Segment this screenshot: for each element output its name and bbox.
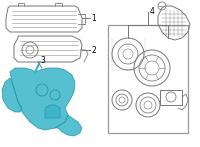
- Polygon shape: [2, 78, 22, 112]
- Text: 2: 2: [91, 46, 96, 55]
- Bar: [108, 25, 188, 133]
- Bar: [160, 90, 182, 105]
- Text: 4: 4: [150, 6, 155, 15]
- Text: 3: 3: [40, 56, 45, 65]
- Polygon shape: [45, 105, 60, 118]
- Text: 1: 1: [91, 14, 96, 22]
- Polygon shape: [10, 68, 75, 130]
- Polygon shape: [55, 115, 82, 136]
